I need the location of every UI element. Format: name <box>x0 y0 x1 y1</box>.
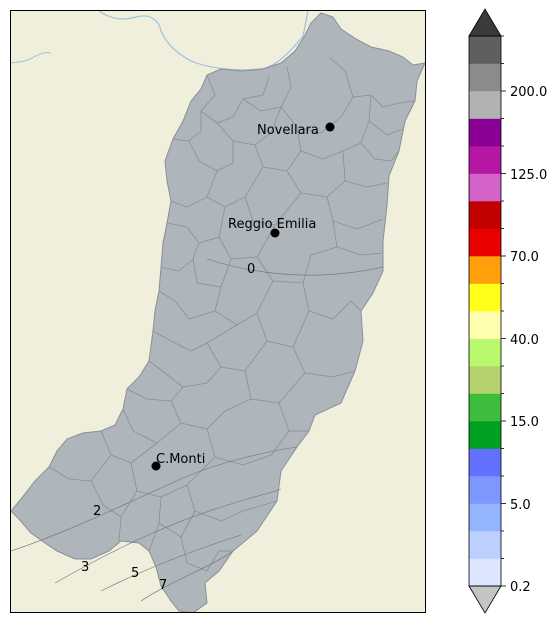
colorbar-segment <box>469 311 501 339</box>
colorbar-ticks <box>501 35 506 587</box>
contour-label: 0 <box>247 262 255 277</box>
colorbar-segment <box>469 36 501 64</box>
colorbar-segments <box>469 36 501 587</box>
colorbar-segment <box>469 393 501 422</box>
colorbar-segment <box>469 421 501 449</box>
contour-label: 2 <box>93 504 101 519</box>
city-label: Reggio Emilia <box>228 217 316 232</box>
colorbar-over-arrow <box>468 8 502 37</box>
contour-lines <box>11 258 384 602</box>
municipal-boundaries <box>48 56 416 572</box>
colorbar-segment <box>469 228 501 257</box>
colorbar-segment <box>469 63 501 92</box>
map-canvas: 0 2 3 5 7 Novellara Reggio Emilia C.Mont… <box>11 11 425 612</box>
colorbar-segment <box>469 503 501 532</box>
colorbar: 0.2 5.0 15.0 40.0 70.0 125.0 200.0 <box>468 8 547 614</box>
contour-label: 7 <box>159 578 167 593</box>
colorbar-segment <box>469 173 501 202</box>
colorbar-tick-label: 5.0 <box>510 498 531 513</box>
river-line <box>98 11 309 71</box>
colorbar-segment <box>469 531 501 559</box>
contour-label: 5 <box>131 566 139 581</box>
colorbar-tick-label: 125.0 <box>510 168 547 183</box>
colorbar-tick-label: 0.2 <box>510 580 531 595</box>
colorbar-tick-label: 15.0 <box>510 415 539 430</box>
colorbar-tick-label: 200.0 <box>510 85 547 100</box>
colorbar-tick-label: 40.0 <box>510 333 539 348</box>
river-line-2 <box>11 52 52 64</box>
colorbar-under-arrow <box>468 585 502 614</box>
city-marker-c-monti: C.Monti <box>151 452 205 471</box>
colorbar-tick-label: 70.0 <box>510 250 539 265</box>
colorbar-segment <box>469 476 501 504</box>
colorbar-segment <box>469 201 501 229</box>
map-panel: 0 2 3 5 7 Novellara Reggio Emilia C.Mont… <box>10 10 426 613</box>
city-marker-reggio-emilia: Reggio Emilia <box>228 217 316 238</box>
city-label: Novellara <box>257 123 319 138</box>
colorbar-segment <box>469 448 501 477</box>
colorbar-segment <box>469 338 501 367</box>
colorbar-segment <box>469 91 501 119</box>
city-label: C.Monti <box>156 452 205 467</box>
colorbar-segment <box>469 118 501 147</box>
colorbar-segment <box>469 283 501 312</box>
colorbar-segment <box>469 256 501 284</box>
colorbar-segment <box>469 146 501 174</box>
colorbar-segment <box>469 558 501 587</box>
city-marker-novellara: Novellara <box>257 122 335 138</box>
colorbar-segment <box>469 366 501 394</box>
contour-label: 3 <box>81 560 89 575</box>
